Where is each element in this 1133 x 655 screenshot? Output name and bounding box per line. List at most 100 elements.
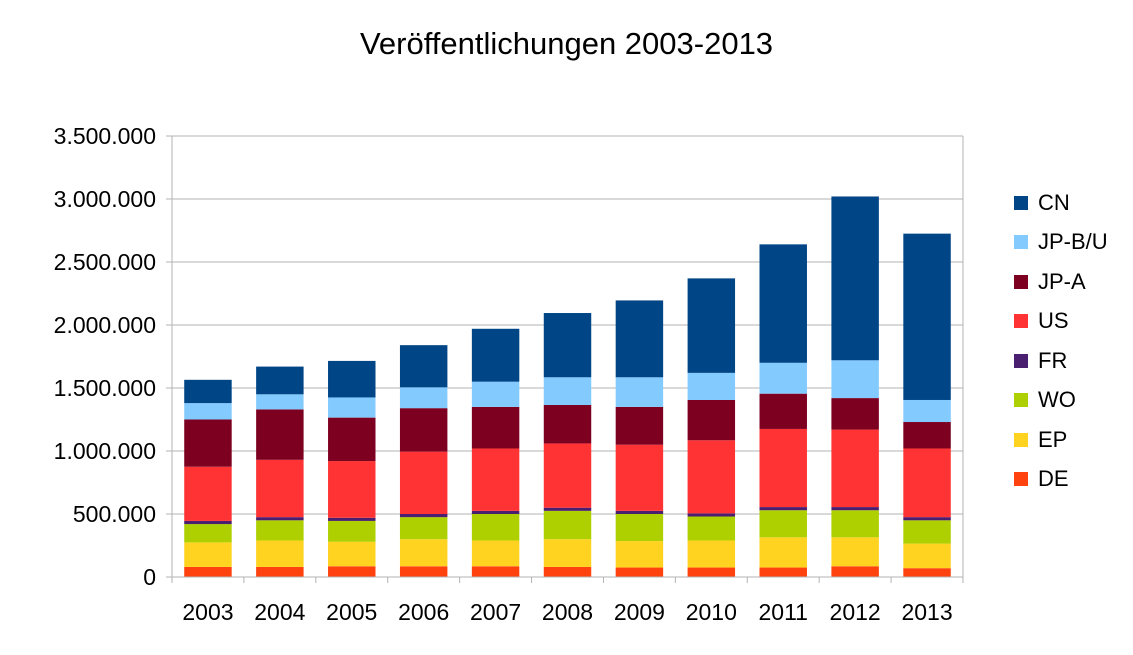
bar-jp-a-2003 [184, 419, 232, 467]
bar-cn-2013 [903, 233, 951, 400]
bar-us-2008 [543, 443, 592, 508]
bar-ep-2012 [831, 537, 879, 567]
bar-jp-b-u-2008 [543, 377, 592, 406]
y-tick-label: 2.000.000 [54, 312, 156, 338]
bar-jp-a-2004 [256, 409, 304, 460]
x-tick-label: 2008 [542, 599, 593, 625]
bar-ep-2010 [687, 540, 736, 568]
y-tick-label: 500.000 [73, 501, 156, 527]
bar-wo-2006 [399, 517, 448, 540]
bar-cn-2006 [399, 345, 448, 388]
bar-de-2007 [471, 566, 520, 577]
bar-de-2005 [328, 566, 376, 577]
bar-fr-2011 [759, 507, 807, 511]
bar-de-2006 [399, 566, 448, 577]
y-tick-label: 1.000.000 [54, 438, 156, 464]
legend-item-us: US [1014, 302, 1108, 342]
x-tick-label: 2005 [326, 599, 377, 625]
bar-ep-2006 [399, 539, 448, 567]
bar-de-2013 [903, 568, 951, 577]
bar-jp-a-2010 [687, 399, 736, 441]
bar-fr-2012 [831, 507, 879, 511]
legend-item-jp-a: JP-A [1014, 262, 1108, 302]
legend-label: EP [1038, 426, 1068, 452]
bar-wo-2011 [759, 510, 807, 538]
bar-ep-2008 [543, 539, 592, 567]
bar-jp-a-2012 [831, 398, 879, 430]
legend-swatch [1014, 274, 1028, 289]
legend-item-ep: EP [1014, 420, 1108, 460]
legend-swatch [1014, 353, 1028, 368]
bar-fr-2006 [399, 514, 448, 518]
bar-jp-b-u-2011 [759, 362, 807, 394]
x-tick-label: 2004 [254, 599, 305, 625]
axes [166, 136, 964, 583]
legend-swatch [1014, 393, 1028, 408]
bar-wo-2008 [543, 510, 592, 540]
bar-wo-2010 [687, 516, 736, 541]
bar-ep-2011 [759, 537, 807, 568]
bar-cn-2005 [328, 360, 376, 398]
legend-swatch [1014, 472, 1028, 487]
bar-cn-2010 [687, 278, 736, 373]
bar-us-2010 [687, 440, 736, 514]
bar-jp-a-2008 [543, 405, 592, 444]
legend-label: WO [1038, 387, 1076, 413]
bar-cn-2007 [471, 328, 520, 382]
bar-ep-2003 [184, 542, 232, 567]
bar-jp-b-u-2004 [256, 394, 304, 410]
bar-us-2003 [184, 466, 232, 521]
bar-jp-b-u-2012 [831, 360, 879, 399]
x-tick-label: 2006 [398, 599, 449, 625]
legend-label: US [1038, 308, 1069, 334]
bar-ep-2007 [471, 540, 520, 567]
x-tick-label: 2009 [614, 599, 665, 625]
bar-fr-2004 [256, 517, 304, 521]
bar-jp-a-2006 [399, 408, 448, 452]
bar-jp-b-u-2010 [687, 372, 736, 400]
bar-fr-2007 [471, 510, 520, 514]
bar-wo-2005 [328, 520, 376, 542]
bar-fr-2005 [328, 517, 376, 521]
bar-ep-2005 [328, 541, 376, 567]
bar-fr-2003 [184, 520, 232, 525]
legend: CN JP-B/U JP-A US FR WO EP DE [1014, 183, 1108, 499]
bar-us-2012 [831, 429, 879, 508]
legend-item-wo: WO [1014, 381, 1108, 421]
legend-label: JP-B/U [1038, 229, 1108, 255]
bar-de-2010 [687, 567, 736, 577]
bar-de-2009 [615, 567, 664, 577]
bar-de-2012 [831, 566, 879, 577]
legend-label: DE [1038, 466, 1069, 492]
legend-item-jp-b-u: JP-B/U [1014, 223, 1108, 263]
bar-ep-2013 [903, 543, 951, 569]
legend-item-cn: CN [1014, 183, 1108, 223]
bar-cn-2004 [256, 366, 304, 395]
bar-fr-2013 [903, 517, 951, 521]
bar-jp-a-2013 [903, 422, 951, 449]
bar-de-2004 [256, 566, 304, 577]
x-tick-label: 2003 [182, 599, 233, 625]
bar-wo-2004 [256, 520, 304, 541]
bar-us-2011 [759, 428, 807, 508]
bars [184, 196, 951, 577]
x-tick-label: 2013 [901, 599, 952, 625]
bar-us-2013 [903, 448, 951, 518]
bar-us-2007 [471, 448, 520, 511]
bar-jp-a-2007 [471, 406, 520, 449]
bar-de-2008 [543, 566, 592, 577]
bar-fr-2009 [615, 510, 664, 514]
x-tick-label: 2012 [830, 599, 881, 625]
y-tick-label: 3.500.000 [54, 123, 156, 149]
bar-cn-2012 [831, 196, 879, 361]
bar-jp-a-2005 [328, 417, 376, 462]
bar-jp-b-u-2005 [328, 397, 376, 418]
x-tick-label: 2011 [758, 599, 807, 625]
y-tick-label: 3.000.000 [54, 186, 156, 212]
bar-ep-2004 [256, 540, 304, 567]
legend-swatch [1014, 195, 1028, 210]
legend-label: JP-A [1038, 268, 1086, 294]
bar-de-2003 [184, 566, 232, 577]
bar-fr-2010 [687, 513, 736, 517]
legend-swatch [1014, 235, 1028, 250]
